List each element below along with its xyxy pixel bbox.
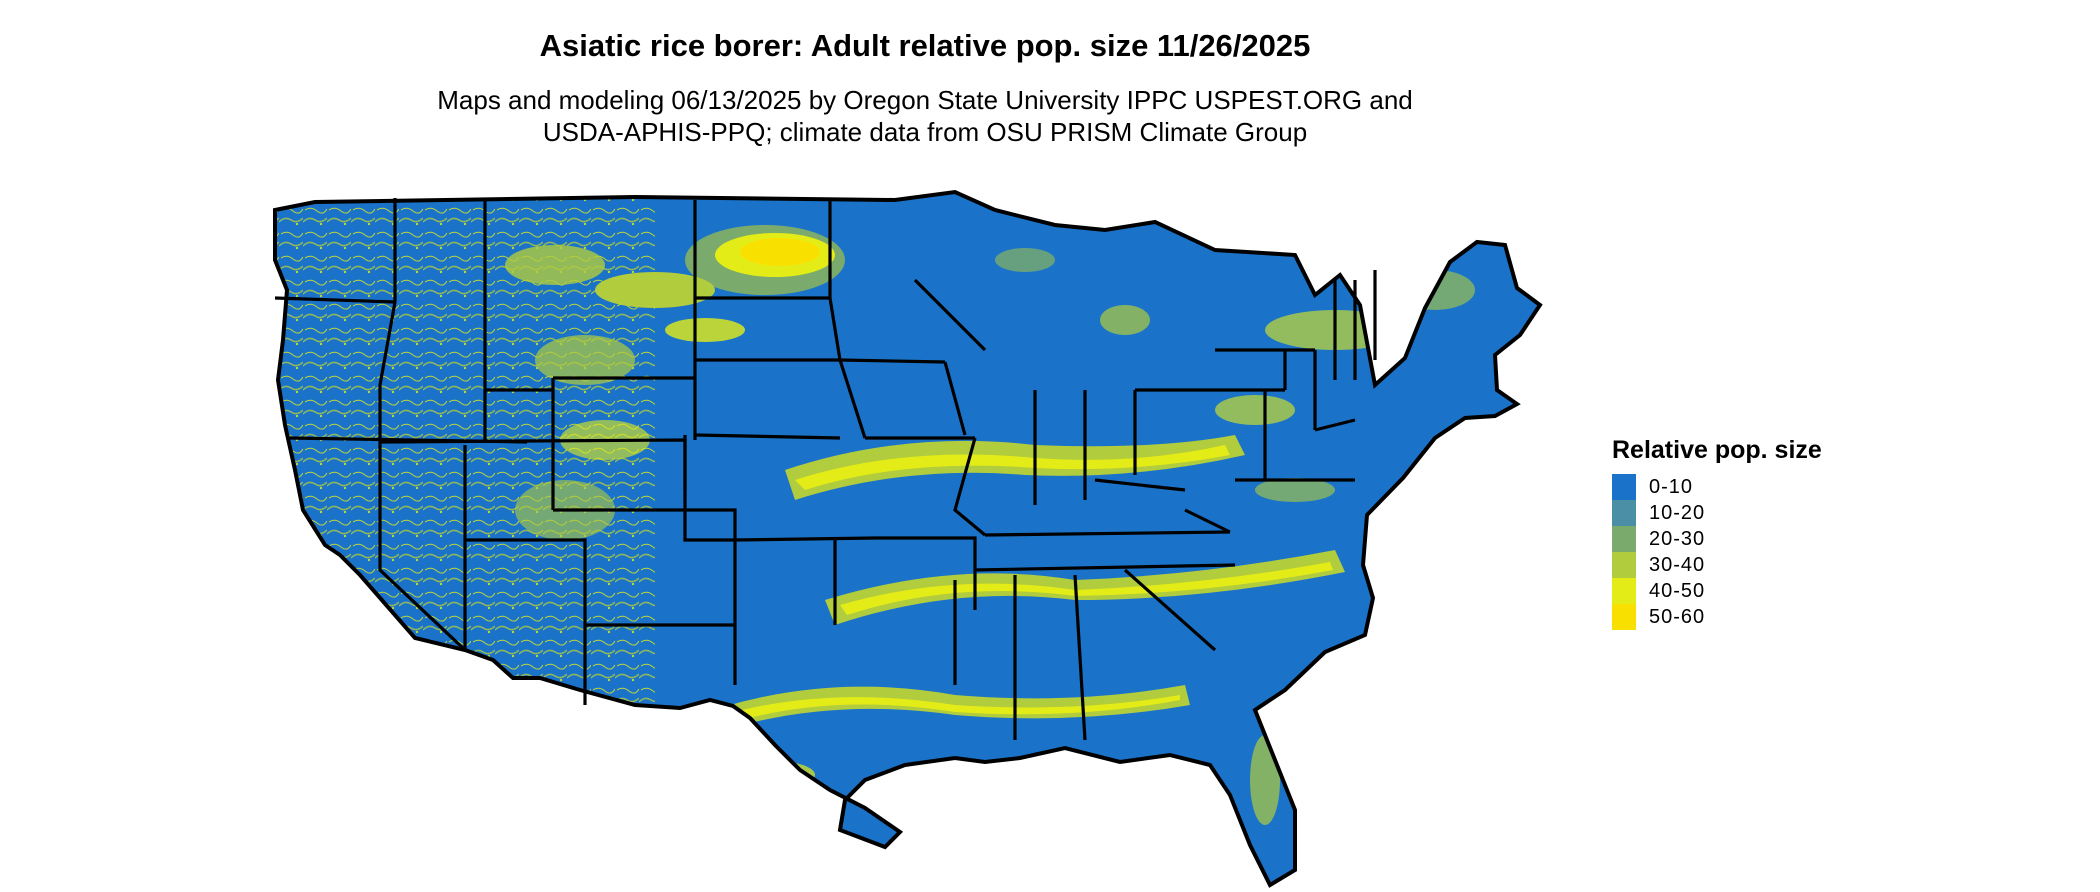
legend-swatch	[1612, 604, 1636, 630]
legend-label: 20-30	[1649, 527, 1706, 550]
legend-item: 30-40	[1612, 552, 1822, 578]
legend-label: 10-20	[1649, 501, 1706, 524]
legend-swatch	[1612, 526, 1636, 552]
state-borders	[274, 198, 1377, 741]
legend-swatch	[1612, 552, 1636, 578]
legend-swatch	[1612, 474, 1636, 500]
legend-item: 20-30	[1612, 526, 1822, 552]
legend-item: 40-50	[1612, 578, 1822, 604]
legend: Relative pop. size 0-10 10-20 20-30 30-4…	[1612, 436, 1822, 630]
legend-label: 30-40	[1649, 553, 1706, 576]
legend-swatch	[1612, 578, 1636, 604]
legend-item: 0-10	[1612, 474, 1822, 500]
legend-label: 50-60	[1649, 605, 1706, 628]
legend-item: 50-60	[1612, 604, 1822, 630]
subtitle-line-1: Maps and modeling 06/13/2025 by Oregon S…	[437, 85, 1413, 115]
legend-label: 0-10	[1649, 475, 1694, 498]
legend-title: Relative pop. size	[1612, 436, 1822, 464]
us-map	[273, 190, 1542, 887]
map-title: Asiatic rice borer: Adult relative pop. …	[539, 28, 1311, 63]
legend-label: 40-50	[1649, 579, 1706, 602]
map-subtitle: Maps and modeling 06/13/2025 by Oregon S…	[0, 84, 1850, 148]
subtitle-line-2: USDA-APHIS-PPQ; climate data from OSU PR…	[542, 117, 1308, 147]
legend-item: 10-20	[1612, 500, 1822, 526]
legend-swatch	[1612, 500, 1636, 526]
